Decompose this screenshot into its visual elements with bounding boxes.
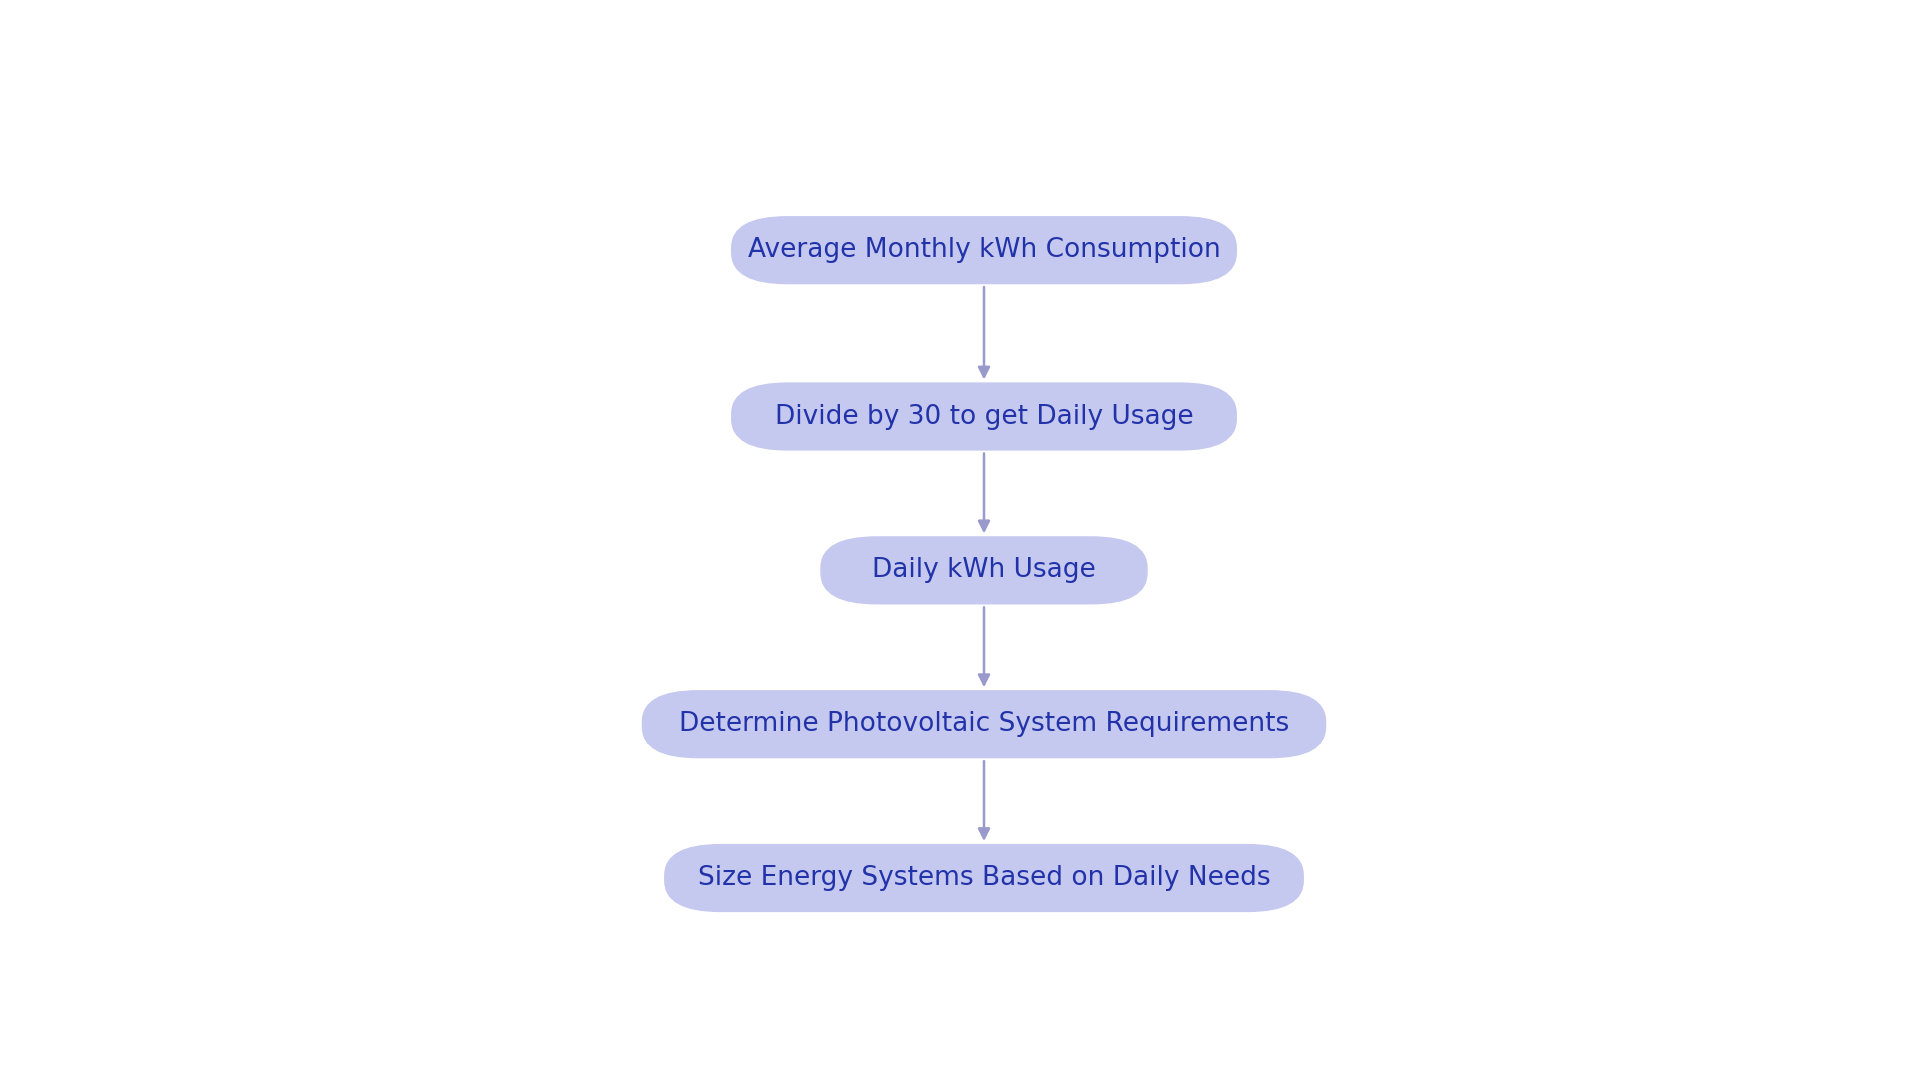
Text: Size Energy Systems Based on Daily Needs: Size Energy Systems Based on Daily Needs: [697, 865, 1271, 891]
Text: Determine Photovoltaic System Requirements: Determine Photovoltaic System Requiremen…: [680, 712, 1288, 738]
FancyBboxPatch shape: [664, 843, 1304, 913]
Text: Average Monthly kWh Consumption: Average Monthly kWh Consumption: [747, 238, 1221, 264]
FancyBboxPatch shape: [641, 690, 1327, 758]
FancyBboxPatch shape: [732, 216, 1236, 284]
Text: Divide by 30 to get Daily Usage: Divide by 30 to get Daily Usage: [774, 404, 1194, 430]
Text: Daily kWh Usage: Daily kWh Usage: [872, 557, 1096, 583]
FancyBboxPatch shape: [732, 382, 1236, 450]
FancyBboxPatch shape: [820, 537, 1148, 605]
